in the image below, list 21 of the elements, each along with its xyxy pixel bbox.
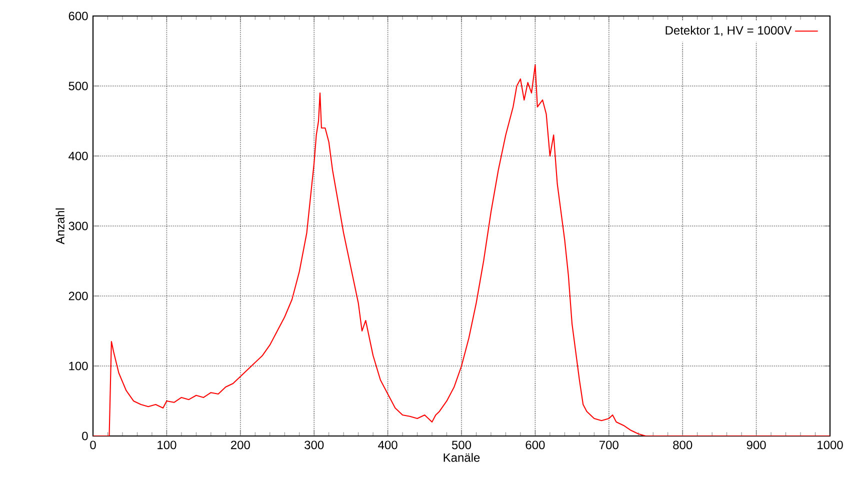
x-tick-label: 300	[304, 440, 324, 450]
y-tick-label: 100	[69, 362, 88, 370]
x-tick-label: 700	[599, 440, 618, 450]
x-tick-label: 0	[90, 440, 96, 450]
x-tick-label: 200	[231, 440, 250, 450]
y-tick-label: 300	[68, 222, 88, 230]
y-tick-label: 400	[68, 152, 88, 160]
x-tick-label: 1000	[818, 440, 843, 450]
x-tick-label: 400	[378, 440, 398, 450]
x-axis-title: Kanäle	[444, 453, 480, 462]
y-tick-label: 0	[82, 432, 88, 440]
x-tick-label: 900	[746, 440, 766, 450]
x-tick-label: 100	[158, 440, 176, 450]
x-tick-label: 500	[452, 440, 472, 450]
y-axis-title: Anzahl	[56, 208, 64, 244]
y-tick-label: 500	[68, 82, 88, 90]
x-tick-label: 800	[673, 440, 692, 450]
y-tick-label: 200	[68, 292, 88, 300]
x-tick-label: 600	[526, 440, 545, 450]
y-tick-label: 600	[68, 12, 88, 20]
legend-label: Detektor 1, HV = 1000V	[666, 26, 792, 36]
